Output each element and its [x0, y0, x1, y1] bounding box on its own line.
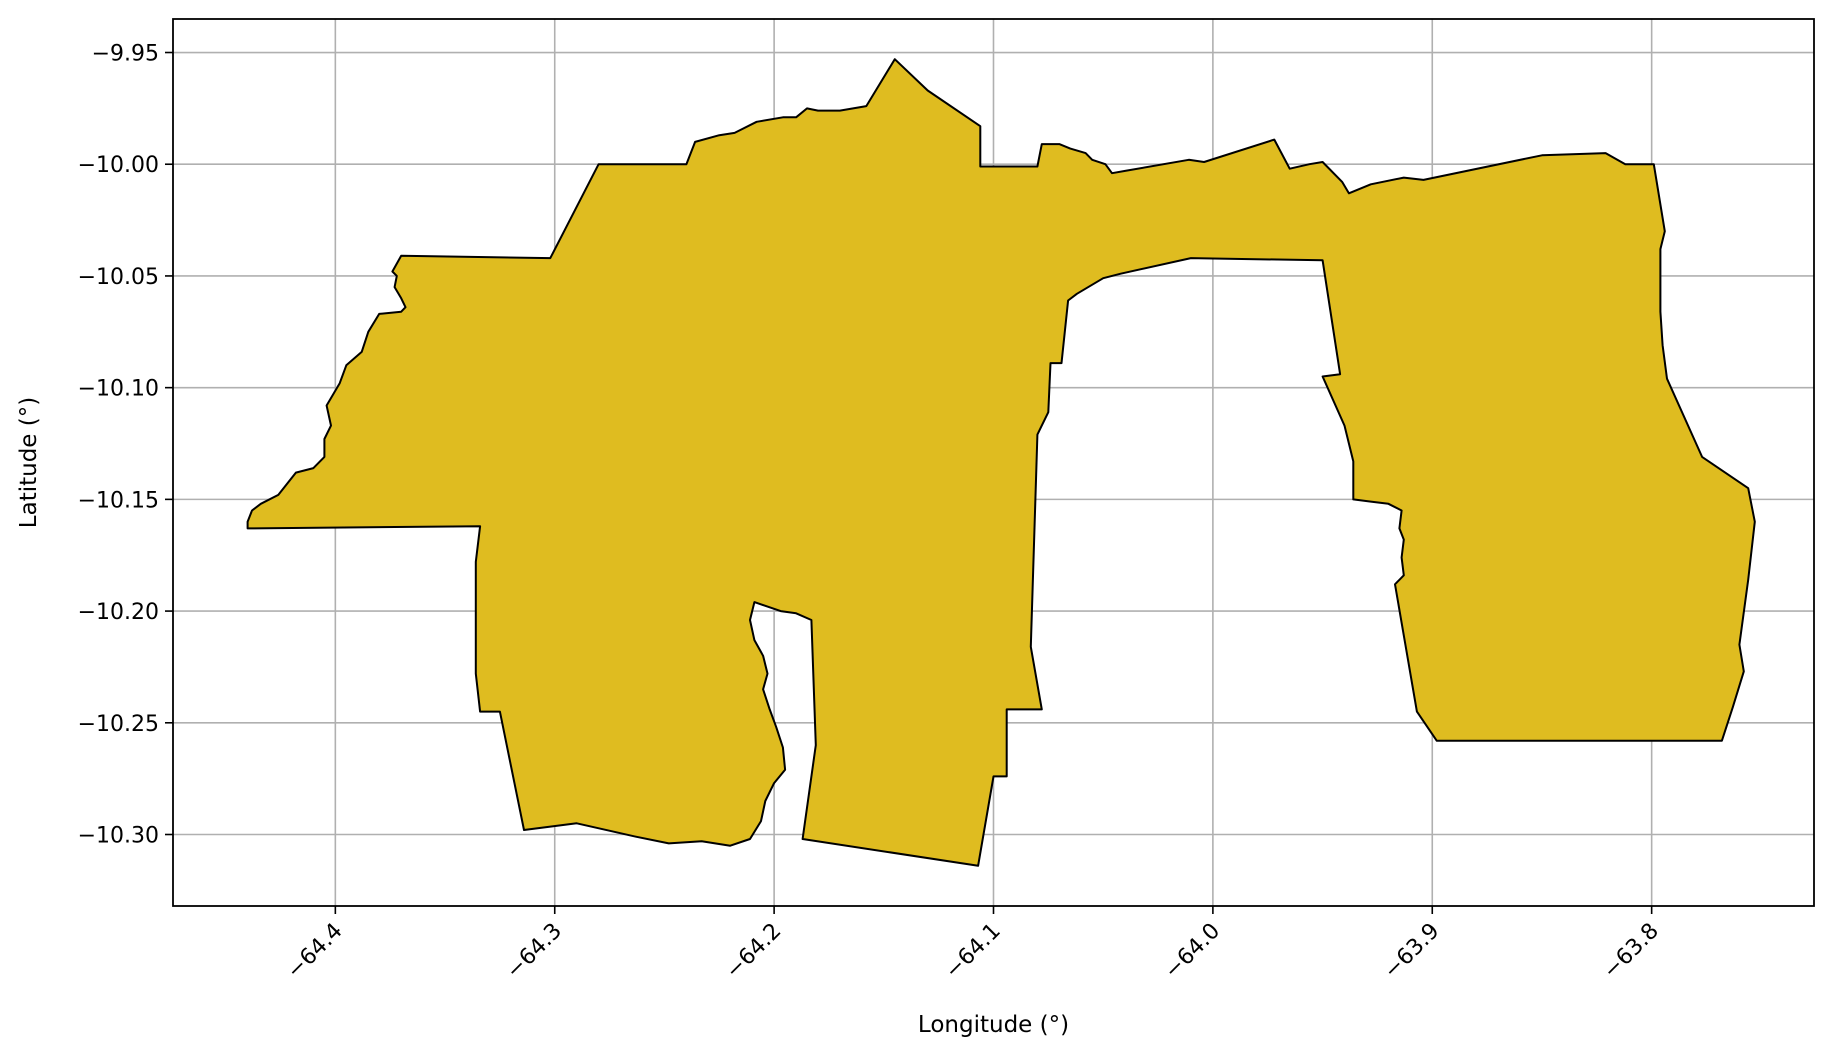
y-tick-label: −10.10 — [78, 377, 159, 402]
y-tick-label: −10.05 — [78, 265, 159, 290]
x-tick-label: −64.3 — [502, 919, 567, 984]
y-tick-label: −10.15 — [78, 488, 159, 513]
x-tick-label: −63.9 — [1379, 919, 1444, 984]
x-tick-label: −63.8 — [1599, 919, 1664, 984]
y-tick-label: −10.25 — [78, 712, 159, 737]
y-tick-label: −10.00 — [78, 153, 159, 178]
x-axis-label: Longitude (°) — [918, 1012, 1069, 1038]
y-tick-label: −10.20 — [78, 600, 159, 625]
x-tick-label: −64.4 — [282, 919, 347, 984]
y-tick-label: −9.95 — [92, 42, 159, 67]
region-polygon — [246, 58, 1756, 867]
x-tick-label: −64.1 — [940, 919, 1005, 984]
y-tick-label: −10.30 — [78, 824, 159, 849]
x-tick-label: −64.0 — [1160, 919, 1225, 984]
y-axis-label: Latitude (°) — [16, 397, 42, 528]
x-tick-label: −64.2 — [721, 919, 786, 984]
